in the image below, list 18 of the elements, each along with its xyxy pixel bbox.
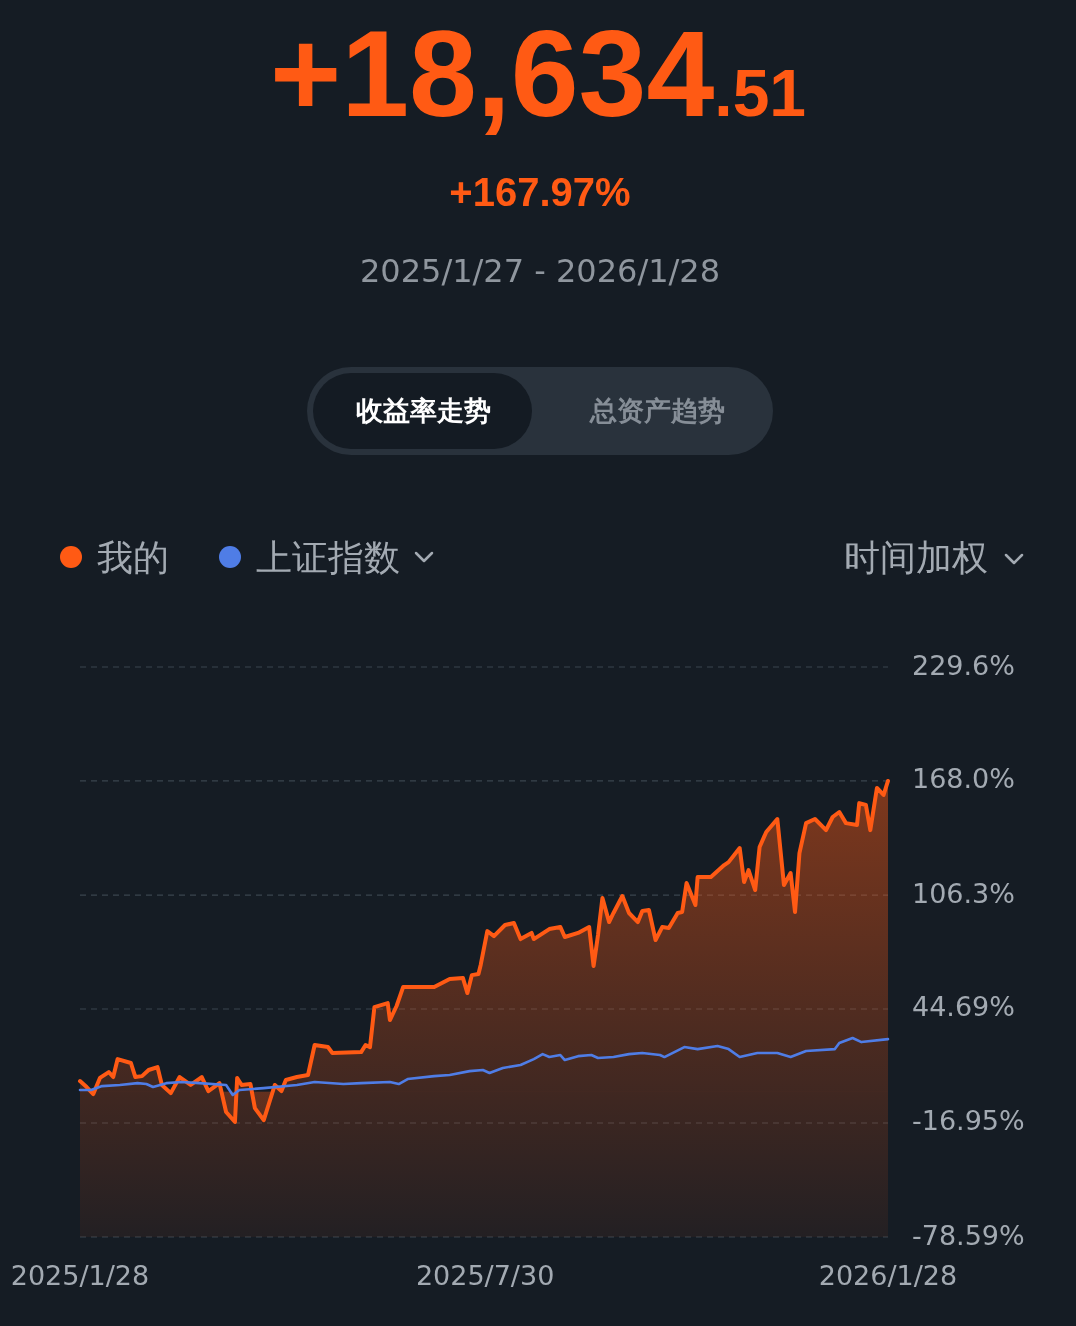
x-tick-label: 2025/1/28 xyxy=(10,1260,150,1291)
text: 收益率走势 xyxy=(355,395,491,426)
x-tick-label: 2026/1/28 xyxy=(818,1260,958,1291)
y-tick-label: 229.6% xyxy=(912,649,1015,681)
legend-label: 我的 xyxy=(97,537,169,578)
y-tick-label: -78.59% xyxy=(912,1219,1025,1251)
chart-title: +18,634.51 xyxy=(269,6,807,142)
y-tick-label: -16.95% xyxy=(912,1105,1025,1137)
text: 总资产趋势 xyxy=(588,395,725,426)
chart-subtitle: +167.97% xyxy=(449,170,631,214)
y-tick-label: 44.69% xyxy=(912,991,1015,1023)
text: 时间加权 xyxy=(844,537,988,578)
text: 2025/1/27 - 2026/1/28 xyxy=(359,252,721,290)
line-series xyxy=(78,1036,890,1097)
x-tick-label: 2025/7/30 xyxy=(415,1260,555,1291)
legend-label: 上证指数 xyxy=(256,537,400,578)
y-tick-label: 168.0% xyxy=(912,763,1015,795)
y-tick-label: 106.3% xyxy=(912,877,1015,909)
